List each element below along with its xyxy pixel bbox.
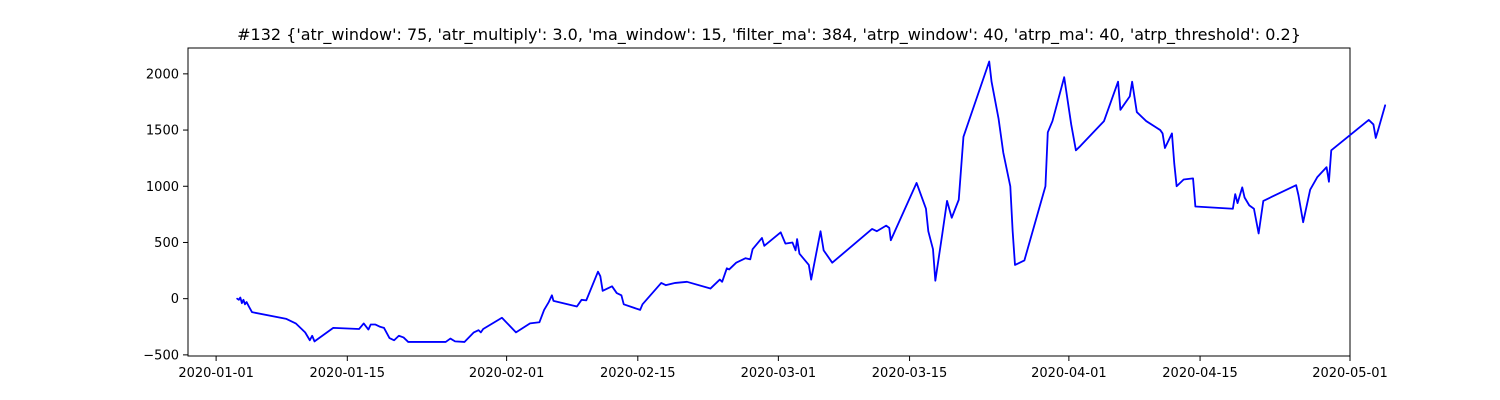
y-tick-label: 0 bbox=[171, 292, 179, 307]
y-tick-label: −500 bbox=[143, 348, 179, 363]
x-axis: 2020-01-01 2020-01-15 2020-02-01 2020-02-15… bbox=[178, 356, 1388, 381]
x-tick-label: 2020-05-01 bbox=[1312, 366, 1388, 381]
y-tick-label: 2000 bbox=[146, 67, 179, 82]
y-axis: −500 0 500 1000 1500 2000 bbox=[143, 67, 188, 363]
x-tick-label: 2020-04-15 bbox=[1162, 366, 1238, 381]
chart-title: #132 {'atr_window': 75, 'atr_multiply': … bbox=[237, 25, 1301, 45]
x-tick-label: 2020-01-01 bbox=[178, 366, 254, 381]
x-tick-label: 2020-02-01 bbox=[469, 366, 545, 381]
y-tick-label: 1000 bbox=[146, 180, 179, 195]
x-tick-label: 2020-02-15 bbox=[600, 366, 676, 381]
series-layer bbox=[236, 60, 1387, 343]
y-tick-label: 1500 bbox=[146, 124, 179, 139]
plot-area: 2020-01-01 2020-01-15 2020-02-01 2020-02-15… bbox=[143, 47, 1388, 381]
x-tick-label: 2020-03-15 bbox=[872, 366, 948, 381]
x-tick-label: 2020-01-15 bbox=[310, 366, 386, 381]
plot-frame bbox=[187, 47, 1351, 357]
x-tick-label: 2020-03-01 bbox=[741, 366, 817, 381]
x-tick-label: 2020-04-01 bbox=[1031, 366, 1107, 381]
y-tick-label: 500 bbox=[154, 236, 179, 251]
series-line bbox=[236, 60, 1387, 343]
